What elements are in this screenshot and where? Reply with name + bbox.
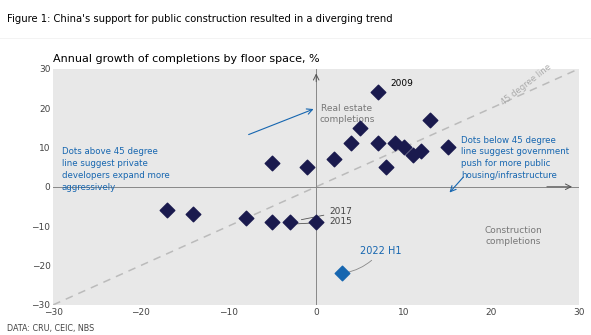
Point — [329, 156, 339, 162]
Point — [285, 219, 294, 225]
Text: DATA: CRU, CEIC, NBS: DATA: CRU, CEIC, NBS — [7, 324, 95, 333]
Point — [382, 164, 391, 170]
Point — [338, 271, 348, 276]
Text: 2022 H1: 2022 H1 — [345, 246, 401, 273]
Point — [311, 219, 321, 225]
Point — [303, 164, 312, 170]
Point — [346, 141, 356, 146]
Text: Dots below 45 degree
line suggest government
push for more public
housing/infras: Dots below 45 degree line suggest govern… — [461, 136, 569, 180]
Text: 2015: 2015 — [293, 217, 352, 226]
Point — [373, 141, 382, 146]
Text: 2009: 2009 — [391, 79, 414, 88]
Text: Figure 1: China's support for public construction resulted in a diverging trend: Figure 1: China's support for public con… — [7, 14, 392, 24]
Point — [268, 219, 277, 225]
Text: 45 degree line: 45 degree line — [500, 62, 553, 107]
Point — [417, 149, 426, 154]
Point — [373, 90, 382, 95]
Point — [390, 141, 400, 146]
Point — [355, 125, 365, 130]
Text: Dots above 45 degree
line suggest private
developers expand more
aggressively: Dots above 45 degree line suggest privat… — [62, 147, 170, 192]
Point — [443, 145, 453, 150]
Text: 2017: 2017 — [301, 207, 352, 220]
Point — [163, 208, 172, 213]
Point — [408, 153, 417, 158]
Point — [241, 216, 251, 221]
Point — [268, 160, 277, 166]
Text: Annual growth of completions by floor space, %: Annual growth of completions by floor sp… — [53, 54, 320, 64]
Point — [189, 212, 198, 217]
Text: Real estate
completions: Real estate completions — [319, 104, 375, 124]
Point — [399, 145, 408, 150]
Text: Construction
completions: Construction completions — [485, 226, 543, 246]
Point — [426, 117, 435, 123]
